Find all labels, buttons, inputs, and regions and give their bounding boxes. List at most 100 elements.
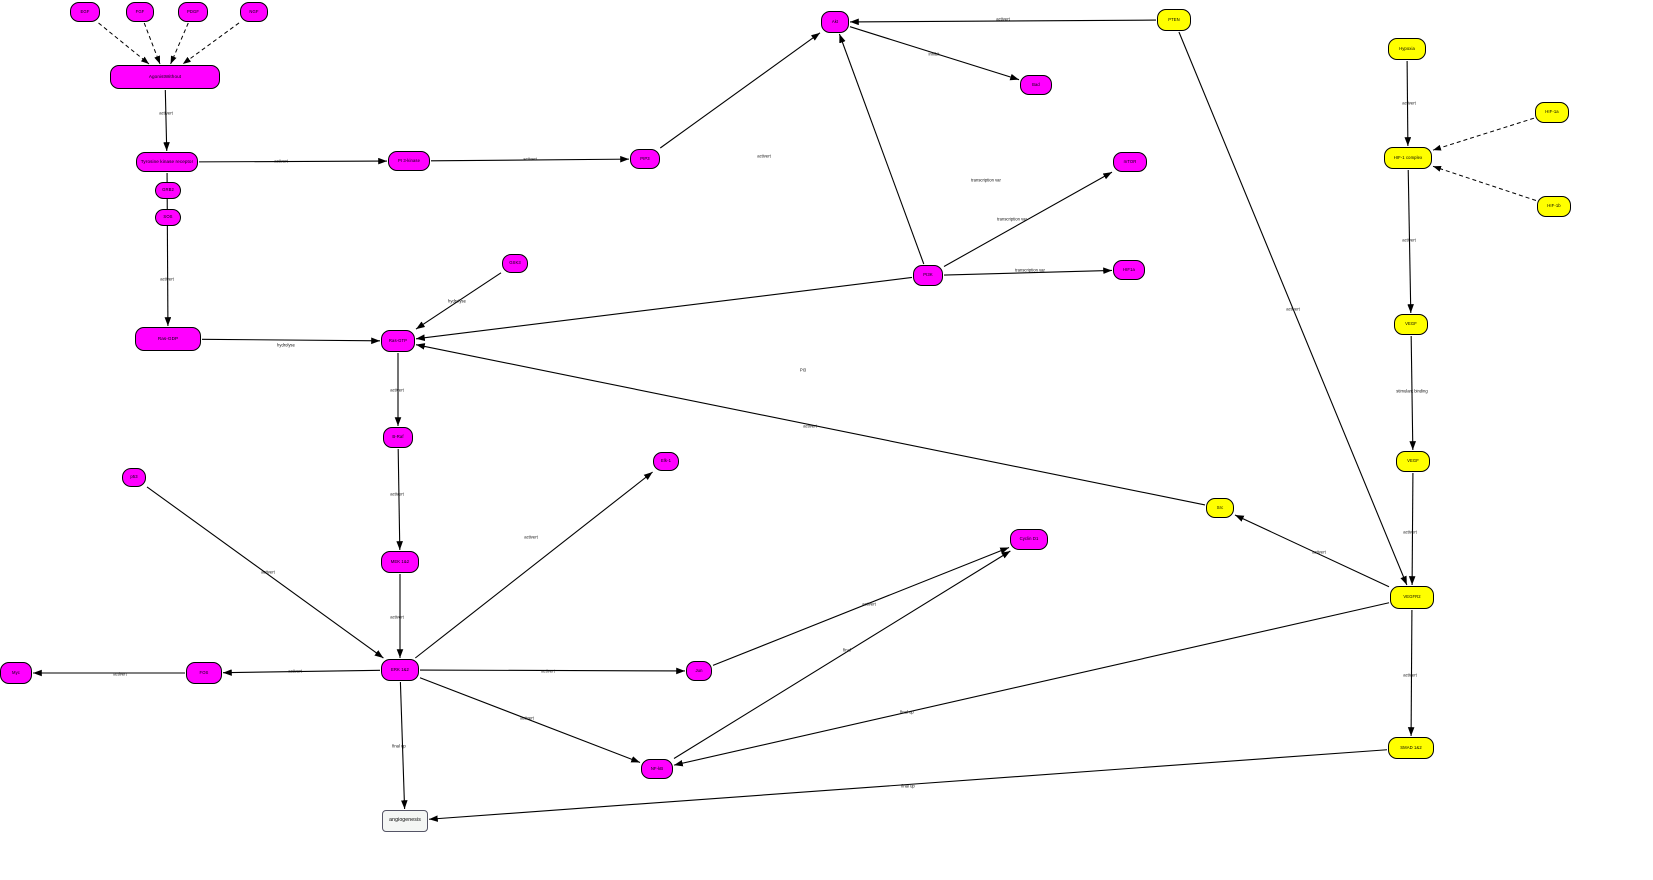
node-label: SMAD 1&2 <box>1400 744 1422 750</box>
node-angiogenesis[interactable]: angiogenesis <box>382 810 428 832</box>
edge-fgf-to-agonist <box>143 22 161 65</box>
node-label: Src <box>1216 504 1224 510</box>
edge-label: activert <box>757 153 771 159</box>
node-label: NF-kB <box>650 765 664 771</box>
node-label: Cyclin D1 <box>1019 536 1039 542</box>
edge-pi3k-to-hif1a_m <box>943 267 1113 276</box>
edge-nfkb-to-cyclind <box>673 550 1011 759</box>
node-vegf_gene[interactable]: VEGF <box>1394 314 1428 335</box>
node-label: MEK 1&2 <box>390 558 410 564</box>
edge-hif1b-to-hif1complex <box>1432 165 1537 201</box>
node-pip3[interactable]: PIP3 <box>630 149 660 169</box>
node-braf[interactable]: B-Raf <box>383 427 413 448</box>
node-pi3k[interactable]: PI3K <box>913 265 943 286</box>
node-label: p53 <box>130 474 138 480</box>
node-label: PIP3 <box>640 155 650 161</box>
node-p53[interactable]: p53 <box>122 468 146 487</box>
node-akt[interactable]: Akt <box>821 11 849 33</box>
edge-erk-to-angiogenesis <box>399 681 408 810</box>
edge-erk-to-nfkb <box>419 677 641 763</box>
edge-agonist-to-rtk <box>163 89 170 152</box>
edge-label: transcription var <box>997 216 1027 222</box>
node-label: PI 3-kinase <box>397 157 421 163</box>
edge-vegfr2-to-nfkb <box>673 602 1390 767</box>
edge-label: activert <box>390 491 404 497</box>
node-ngf[interactable]: NGF <box>240 2 268 22</box>
edge-pi3k-to-akt <box>838 33 925 265</box>
node-hif1complex[interactable]: HIF-1 complex <box>1384 147 1432 169</box>
node-label: angiogenesis <box>389 817 421 824</box>
node-hypoxia[interactable]: Hypoxia <box>1388 38 1426 60</box>
node-label: HIF-1 complex <box>1393 154 1423 160</box>
edge-vegf-to-vegfr2 <box>1408 472 1416 586</box>
node-hif1a_m[interactable]: HIF1a <box>1113 260 1145 280</box>
edge-akt-to-bad <box>849 26 1020 81</box>
node-label: Jun <box>695 667 703 673</box>
node-nfkb[interactable]: NF-kB <box>641 759 673 779</box>
edge-pi3kinase-to-pip3 <box>430 155 630 163</box>
edge-label: final up <box>901 783 915 789</box>
edge-label: final <box>843 647 851 653</box>
edge-pten-to-vegfr2 <box>1178 31 1408 586</box>
edge-vegf_gene-to-vegf <box>1409 335 1417 451</box>
edge-jun-to-cyclind <box>712 546 1010 666</box>
node-pten[interactable]: PTEN <box>1157 9 1191 31</box>
node-label: VEGF <box>1407 458 1419 464</box>
node-bad[interactable]: Bad <box>1020 75 1052 95</box>
node-src[interactable]: Src <box>1206 498 1234 518</box>
edge-label: activert <box>113 671 127 677</box>
edge-erk-to-fos <box>222 669 381 676</box>
node-rasgdp[interactable]: Ras-GDP <box>135 327 201 351</box>
edge-label: activert <box>159 110 173 116</box>
edge-hif1complex-to-vegf_gene <box>1407 169 1414 314</box>
node-label: PTEN <box>1168 16 1180 22</box>
node-label: Bad <box>1032 81 1040 87</box>
edge-label: activert <box>803 423 817 429</box>
node-cyclind[interactable]: Cyclin D1 <box>1010 529 1048 550</box>
edge-ngf-to-agonist <box>182 22 240 65</box>
node-elk1[interactable]: Elk-1 <box>653 452 679 471</box>
node-sos[interactable]: SOS <box>155 209 181 226</box>
edge-label: transcription var <box>971 177 1001 183</box>
edge-rtk-to-pi3kinase <box>198 157 388 165</box>
node-agonist[interactable]: AgonistWithout <box>110 65 220 89</box>
node-jun[interactable]: Jun <box>686 661 712 681</box>
node-rasgtp[interactable]: Ras-GTP <box>381 330 415 352</box>
node-label: VEGF <box>1405 321 1417 327</box>
node-label: ERK 1&2 <box>391 666 409 672</box>
edge-label: activert <box>1402 237 1416 243</box>
node-erk[interactable]: ERK 1&2 <box>381 659 419 681</box>
edge-label: final up <box>900 709 914 715</box>
edge-label: activert <box>390 387 404 393</box>
node-label: Elk-1 <box>660 458 672 464</box>
edge-hif1a-to-hif1complex <box>1432 117 1535 151</box>
node-mek[interactable]: MEK 1&2 <box>381 551 419 573</box>
node-mtor[interactable]: mTOR <box>1113 152 1147 172</box>
node-fos[interactable]: FOS <box>186 662 222 684</box>
edge-label: activert <box>1286 306 1300 312</box>
node-label: Akt <box>831 18 839 24</box>
node-hif1b[interactable]: HIF-1b <box>1537 196 1571 217</box>
edge-vegfr2-to-smad <box>1407 609 1415 737</box>
node-smad[interactable]: SMAD 1&2 <box>1388 737 1434 759</box>
node-label: SOS <box>163 214 173 220</box>
node-vegfr2[interactable]: VEGFR2 <box>1390 586 1434 609</box>
node-egf[interactable]: EGF <box>70 2 100 22</box>
node-grb2[interactable]: GRB2 <box>155 182 181 199</box>
node-rtk[interactable]: Tyrosine kinase receptor <box>136 152 198 172</box>
node-gsk3[interactable]: GSK3 <box>502 254 528 273</box>
node-pdgf[interactable]: PDGF <box>178 2 208 22</box>
node-label: FOS <box>199 669 209 675</box>
node-fgf[interactable]: FGF <box>126 2 154 22</box>
edge-vegfr2-to-src <box>1234 514 1390 588</box>
edge-label: activert <box>523 156 537 162</box>
node-hif1a[interactable]: HIF-1a <box>1535 102 1569 123</box>
edge-erk-to-elk1 <box>414 471 653 659</box>
node-pi3kinase[interactable]: PI 3-kinase <box>388 151 430 171</box>
node-label: FGF <box>135 8 145 14</box>
edge-gsk3-to-rasgtp <box>415 272 502 330</box>
node-vegf[interactable]: VEGF <box>1396 451 1430 472</box>
node-myc[interactable]: Myc <box>0 662 32 684</box>
node-label: Myc <box>12 669 20 675</box>
